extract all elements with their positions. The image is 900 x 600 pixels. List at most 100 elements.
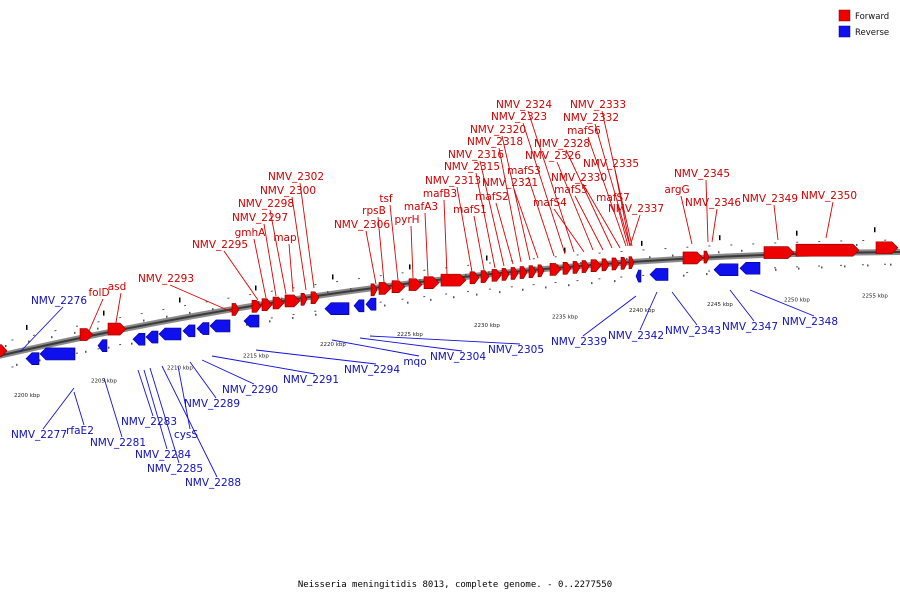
forward-gene-label: mafS6 — [567, 125, 601, 137]
reverse-gene-label: NMV_2291 — [283, 374, 339, 386]
scale-label: 2215 kbp — [243, 353, 269, 359]
leader-line — [473, 215, 485, 271]
forward-gene-label: NMV_2295 — [192, 239, 248, 251]
reverse-gene-label: NMV_2339 — [551, 336, 607, 348]
forward-gene-label: NMV_2293 — [138, 273, 194, 285]
scale-label: 2225 kbp — [397, 332, 423, 338]
forward-gene-label: NMV_2333 — [570, 99, 626, 111]
leader-line — [19, 306, 64, 353]
leader-line — [365, 230, 377, 285]
forward-gene-label: NMV_2313 — [425, 175, 481, 187]
leader-line — [331, 339, 420, 357]
leader-line — [456, 186, 473, 273]
forward-gene-arrow — [628, 256, 635, 269]
leader-line — [711, 208, 718, 243]
forward-gene-label: NMV_2316 — [448, 149, 504, 161]
forward-gene-arrow — [519, 266, 528, 279]
forward-gene-label: NMV_2318 — [467, 136, 523, 148]
reverse-gene-arrow — [713, 263, 739, 277]
reverse-gene-label: NMV_2281 — [90, 437, 146, 449]
reverse-gene-label: NMV_2284 — [135, 449, 191, 461]
leader-line — [513, 188, 539, 259]
forward-gene-arrow — [611, 257, 620, 271]
forward-gene-label: mafB3 — [423, 188, 457, 200]
scale-label: 2235 kbp — [552, 315, 578, 321]
leader-line — [475, 172, 496, 269]
reverse-gene-arrow — [97, 339, 108, 352]
reverse-gene-label: NMV_2285 — [147, 463, 203, 475]
reverse-gene-label: NMV_2276 — [31, 295, 87, 307]
forward-gene-label: NMV_2297 — [232, 212, 288, 224]
leader-line — [629, 214, 641, 247]
leader-line — [189, 361, 217, 399]
leader-line — [614, 169, 631, 247]
leader-line — [359, 337, 463, 352]
forward-gene-arrow — [491, 269, 502, 282]
legend: Forward Reverse — [838, 9, 889, 38]
forward-gene-arrow — [378, 282, 392, 295]
forward-gene-label: NMV_2332 — [563, 112, 619, 124]
leader-line — [729, 289, 755, 322]
forward-gene-arrow — [300, 293, 308, 306]
forward-gene-label: NMV_2300 — [260, 185, 316, 197]
leader-line — [582, 183, 621, 249]
leader-line — [255, 349, 377, 365]
leader-line — [410, 225, 414, 279]
leader-line — [291, 196, 307, 291]
forward-gene-label: NMV_2320 — [470, 124, 526, 136]
scale-label: 2255 kbp — [862, 294, 888, 300]
leader-line — [616, 203, 629, 247]
forward-gene-label: mafS1 — [453, 204, 487, 216]
forward-gene-label: NMV_2302 — [268, 171, 324, 183]
leader-line — [169, 284, 233, 313]
reverse-gene-label: NMV_2343 — [665, 325, 721, 337]
legend-forward-swatch — [838, 9, 851, 22]
leader-line — [143, 369, 168, 450]
reverse-gene-label: mqo — [403, 356, 426, 368]
reverse-gene-arrow — [158, 327, 182, 341]
forward-gene-label: mafA3 — [404, 201, 438, 213]
reverse-gene-label: NMV_2347 — [722, 321, 778, 333]
leader-line — [149, 367, 180, 464]
forward-gene-label: NMV_2323 — [491, 111, 547, 123]
leader-line — [223, 250, 259, 301]
scale-label: 2230 kbp — [474, 323, 500, 329]
leader-line — [671, 291, 698, 326]
leader-line — [161, 365, 218, 478]
gene-arrows — [0, 241, 899, 365]
leader-line — [527, 176, 555, 257]
reverse-gene-label: NMV_2342 — [608, 330, 664, 342]
leader-line — [495, 202, 514, 265]
leader-line — [565, 149, 613, 249]
reverse-gene-arrow — [39, 347, 76, 361]
scale-label: 2200 kbp — [14, 393, 40, 399]
forward-gene-arrow — [284, 294, 301, 308]
forward-gene-arrow — [440, 273, 467, 287]
leader-line — [501, 135, 531, 261]
reverse-gene-label: NMV_2283 — [121, 416, 177, 428]
forward-gene-label: mafS3 — [507, 165, 541, 177]
leader-line — [73, 391, 85, 426]
forward-gene-label: NMV_2306 — [334, 219, 390, 231]
forward-gene-arrow — [79, 328, 94, 341]
forward-gene-label: folD — [88, 287, 109, 299]
scale-label: 2250 kbp — [784, 297, 810, 303]
reverse-gene-arrow — [739, 261, 761, 275]
forward-gene-label: NMV_2345 — [674, 168, 730, 180]
forward-gene-arrow — [601, 258, 610, 272]
forward-gene-arrow — [480, 270, 490, 283]
leader-line — [680, 195, 693, 245]
forward-gene-arrow — [620, 256, 628, 270]
leader-line — [211, 355, 316, 375]
forward-gene-label: asd — [108, 281, 127, 293]
forward-gene-arrow — [391, 280, 406, 294]
scale-label: 2245 kbp — [707, 302, 733, 308]
legend-forward-label: Forward — [855, 12, 889, 22]
forward-gene-label: NMV_2346 — [685, 197, 741, 209]
forward-gene-label: mafS2 — [475, 191, 509, 203]
leader-line — [137, 369, 154, 417]
leader-line — [389, 204, 399, 281]
leader-line — [587, 136, 627, 247]
